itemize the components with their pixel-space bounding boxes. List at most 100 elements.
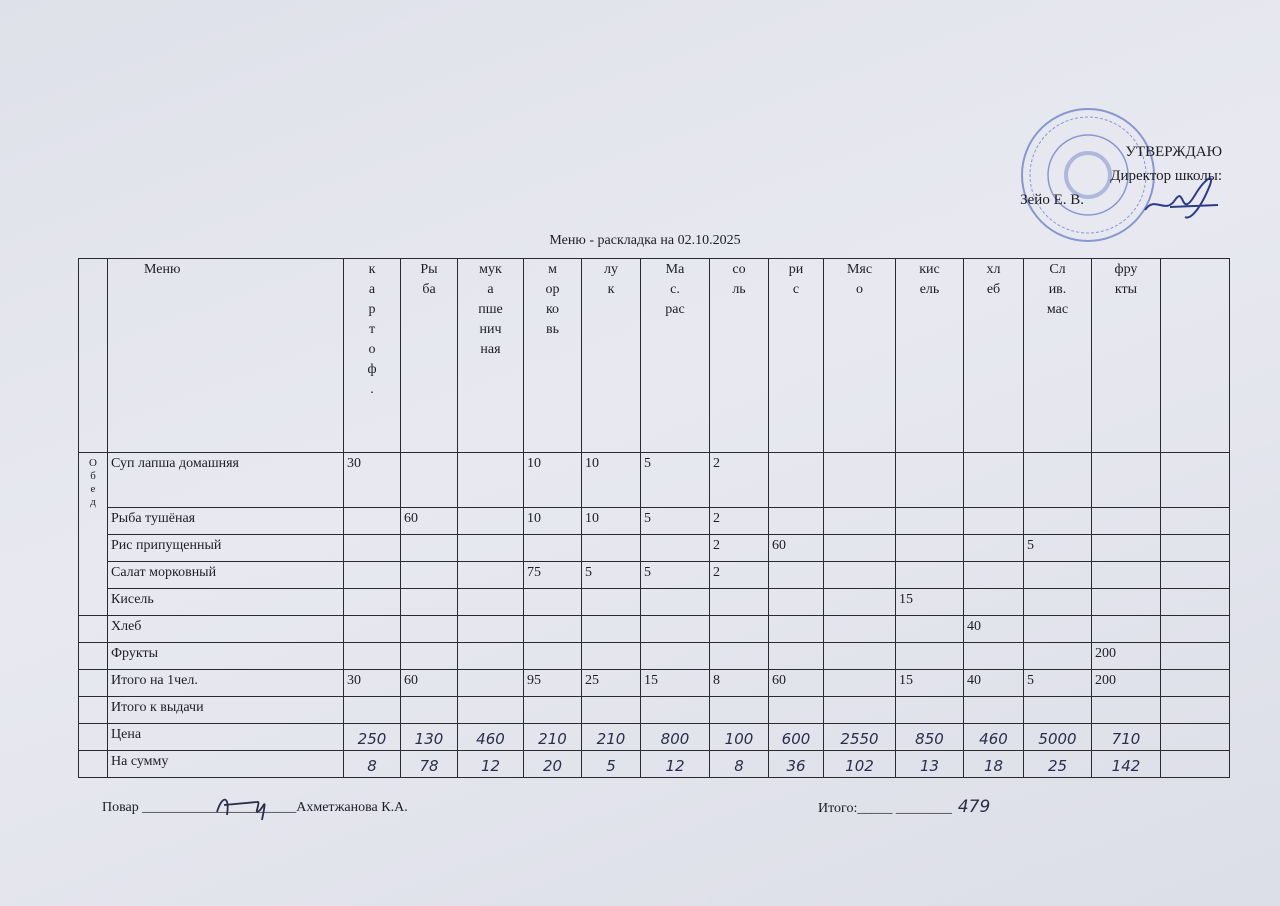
quantity-cell (581, 588, 641, 616)
quantity-cell: 60 (768, 534, 824, 562)
quantity-cell: 102 (823, 750, 896, 778)
quantity-cell: 2 (709, 507, 769, 535)
quantity-cell (581, 642, 641, 670)
quantity-cell (400, 696, 458, 724)
quantity-cell (1091, 588, 1161, 616)
quantity-cell (457, 452, 524, 508)
dish-name: Хлеб (107, 615, 344, 643)
quantity-cell: 2 (709, 452, 769, 508)
quantity-cell: 12 (457, 750, 524, 778)
quantity-cell (768, 642, 824, 670)
quantity-cell (1091, 507, 1161, 535)
quantity-cell (1023, 696, 1092, 724)
quantity-cell (1091, 696, 1161, 724)
dish-name: Фрукты (107, 642, 344, 670)
quantity-cell: 250 (343, 723, 401, 751)
quantity-cell (343, 561, 401, 589)
quantity-cell: 95 (523, 669, 582, 697)
quantity-cell (709, 615, 769, 643)
quantity-cell: 5000 (1023, 723, 1092, 751)
table-row: Итого на 1чел. 30 60 95 25 15 8 60 15 40 5 200 (78, 669, 1230, 697)
quantity-cell (400, 642, 458, 670)
quantity-cell (768, 452, 824, 508)
quantity-cell: 10 (523, 507, 582, 535)
table-row: Фрукты 200 (78, 642, 1230, 670)
quantity-cell (523, 588, 582, 616)
quantity-cell: 8 (709, 750, 769, 778)
quantity-cell: 8 (343, 750, 401, 778)
quantity-cell: 8 (709, 669, 769, 697)
quantity-cell (400, 615, 458, 643)
approval-name: Зейо Е. В. (1020, 192, 1084, 208)
quantity-cell (1023, 615, 1092, 643)
dish-name: Цена (107, 723, 344, 751)
quantity-cell (343, 534, 401, 562)
quantity-cell (457, 696, 524, 724)
header-fish: Ры ба (400, 258, 458, 453)
quantity-cell: 13 (895, 750, 964, 778)
cook-name: Ахметжанова К.А. (296, 800, 408, 815)
quantity-cell (343, 588, 401, 616)
header-onion: лу к (581, 258, 641, 453)
quantity-cell (895, 507, 964, 535)
row-side-cell (78, 750, 108, 778)
quantity-cell (523, 642, 582, 670)
quantity-cell (1160, 669, 1230, 697)
row-side-cell (78, 723, 108, 751)
row-side-cell (78, 669, 108, 697)
quantity-cell (768, 507, 824, 535)
quantity-cell (709, 588, 769, 616)
header-vegetable-oil: Ма с. рас (640, 258, 710, 453)
quantity-cell: 75 (523, 561, 582, 589)
table-row: Салат морковный 75 5 5 2 (79, 561, 1230, 589)
quantity-cell (523, 615, 582, 643)
dish-name: Кисель (107, 588, 344, 616)
quantity-cell: 60 (400, 669, 458, 697)
header-fruits: фру кты (1091, 258, 1161, 453)
table-row: Цена 250 130 460 210 210 800 100 600 2550 850 460 50… (78, 723, 1230, 751)
director-signature (1144, 177, 1219, 219)
quantity-cell: 20 (523, 750, 582, 778)
table-row: Рыба тушёная 60 10 10 5 2 (79, 507, 1230, 535)
cook-label: Повар (102, 800, 139, 815)
quantity-cell (457, 642, 524, 670)
quantity-cell: 5 (581, 750, 641, 778)
approval-role: Директор школы: (1110, 168, 1222, 184)
quantity-cell (823, 669, 896, 697)
quantity-cell (1160, 452, 1230, 508)
approval-title: УТВЕРЖДАЮ (1125, 144, 1222, 160)
quantity-cell (343, 696, 401, 724)
header-meat: Мяс о (823, 258, 896, 453)
quantity-cell (709, 696, 769, 724)
quantity-cell: 15 (895, 588, 964, 616)
table-row: О б е д Суп лапша домашняя 30 10 10 5 2 (78, 452, 1230, 616)
dish-name: Итого к выдачи (107, 696, 344, 724)
quantity-cell (1091, 452, 1161, 508)
quantity-cell (523, 696, 582, 724)
header-bread: хл еб (963, 258, 1024, 453)
approval-block: УТВЕРЖДАЮ Директор школы: Зейо Е. В. (1020, 140, 1222, 208)
quantity-cell (581, 615, 641, 643)
header-butter: Сл ив. мас (1023, 258, 1092, 453)
quantity-cell (1023, 561, 1092, 589)
quantity-cell (457, 507, 524, 535)
quantity-cell (768, 588, 824, 616)
quantity-cell (823, 452, 896, 508)
quantity-cell (1091, 561, 1161, 589)
dish-name: Рыба тушёная (107, 507, 344, 535)
quantity-cell: 5 (581, 561, 641, 589)
quantity-cell (895, 696, 964, 724)
dish-name: Суп лапша домашняя (107, 452, 344, 508)
corner-cell (78, 258, 108, 453)
quantity-cell (895, 561, 964, 589)
dish-name: Рис припущенный (107, 534, 344, 562)
quantity-cell (581, 696, 641, 724)
quantity-cell: 460 (457, 723, 524, 751)
quantity-cell: 2550 (823, 723, 896, 751)
quantity-cell: 5 (640, 561, 710, 589)
quantity-cell: 2 (709, 561, 769, 589)
total-value: 479 (957, 797, 991, 817)
quantity-cell (963, 696, 1024, 724)
header-salt: со ль (709, 258, 769, 453)
quantity-cell (1023, 642, 1092, 670)
